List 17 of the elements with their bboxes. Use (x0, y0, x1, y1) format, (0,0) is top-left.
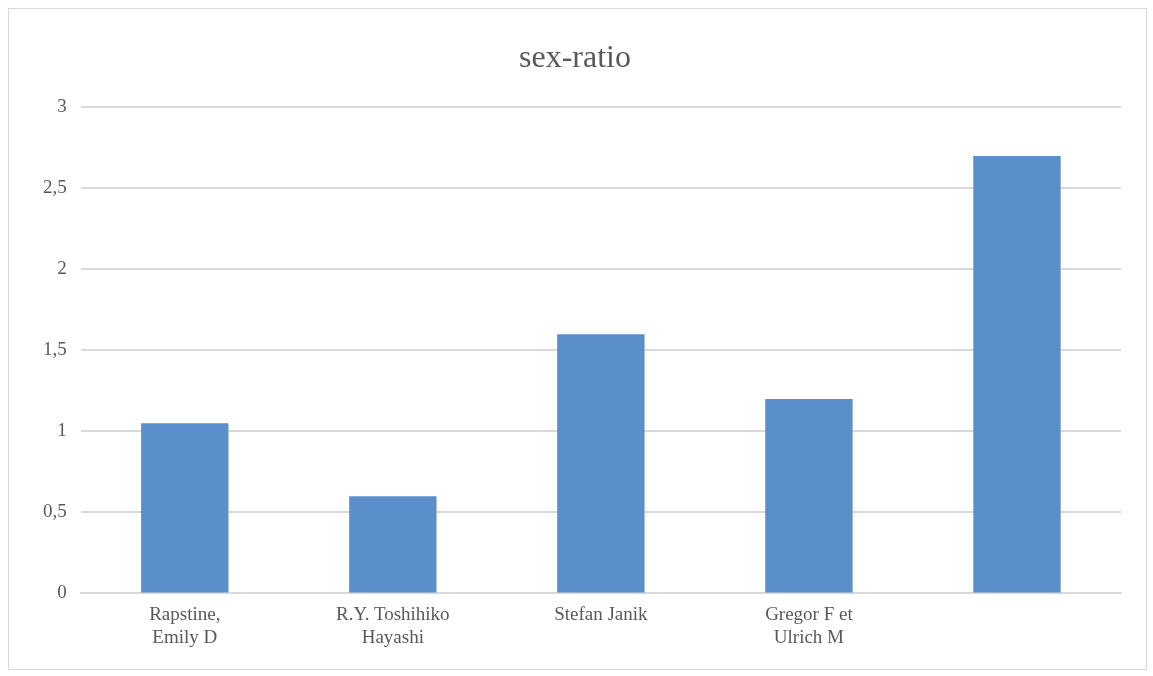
chart-title: sex-ratio (519, 37, 631, 74)
x-tick-label: R.Y. Toshihiko Hayashi (336, 602, 450, 647)
y-tick-label: 2,5 (43, 176, 67, 198)
y-tick-label: 3 (57, 95, 67, 117)
y-tick-label: 0 (57, 581, 67, 603)
bar (141, 423, 229, 593)
bar (557, 334, 645, 593)
x-tick-label: Gregor F et Ulrich M (765, 602, 854, 647)
x-tick-label: Stefan Janik (554, 602, 649, 624)
bar (349, 496, 437, 593)
bar (973, 156, 1061, 593)
bar (765, 399, 853, 593)
x-tick-label: Rapstine, Emily D (149, 602, 221, 647)
y-tick-label: 0,5 (43, 500, 67, 522)
y-tick-label: 1 (57, 419, 67, 441)
y-tick-label: 1,5 (43, 338, 67, 360)
y-tick-label: 2 (57, 257, 67, 279)
